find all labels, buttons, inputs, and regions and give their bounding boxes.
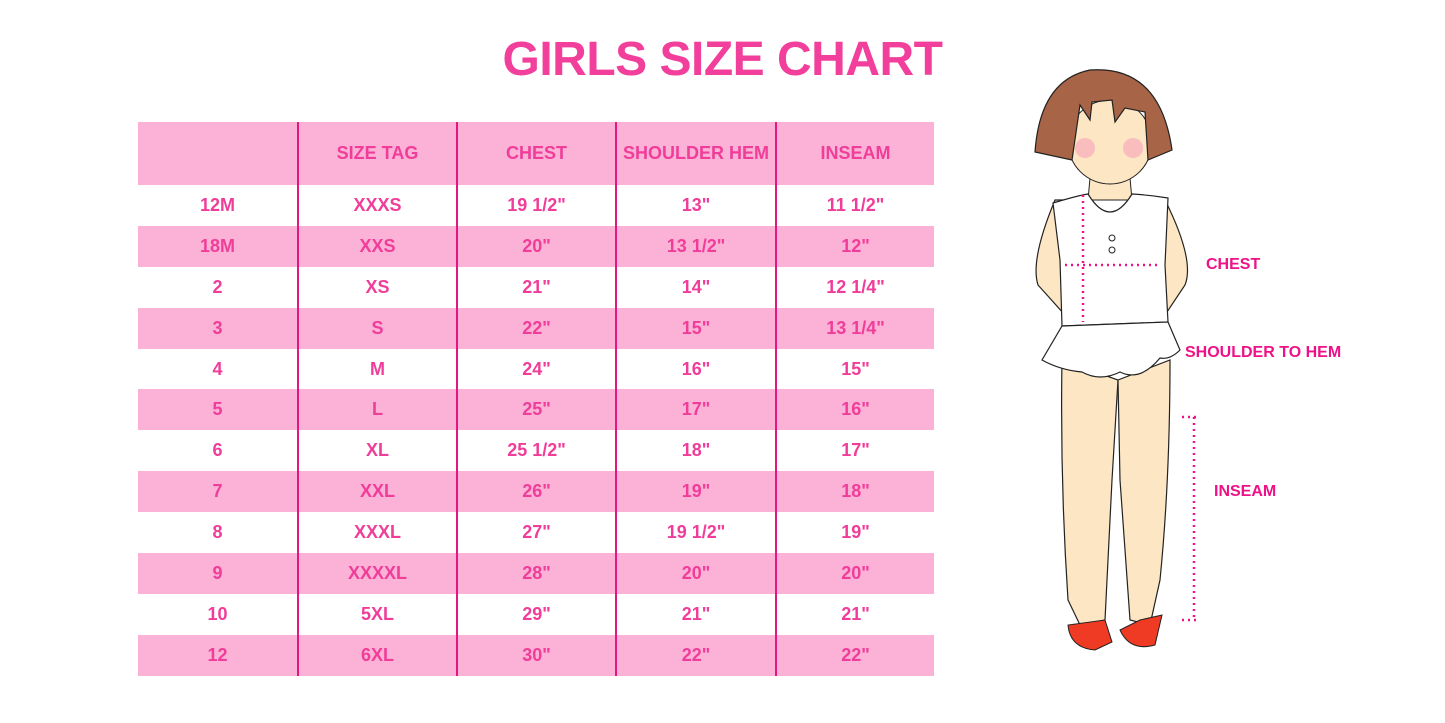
shoulder-to-hem-label: SHOULDER TO HEM xyxy=(1185,344,1342,361)
table-cell: 17" xyxy=(775,430,934,472)
table-cell: XXXL xyxy=(297,512,456,554)
header-cell: SHOULDER HEM xyxy=(615,122,775,185)
table-cell: 12 1/4" xyxy=(775,266,934,308)
table-row: 8 XXXL 27" 19 1/2" 19" xyxy=(138,512,934,554)
table-cell: 29" xyxy=(456,593,615,635)
table-cell: 20" xyxy=(456,225,615,267)
table-cell: 18" xyxy=(615,430,775,472)
page-title: GIRLS SIZE CHART xyxy=(502,33,943,86)
table-cell: 6XL xyxy=(297,634,456,676)
table-cell: 17" xyxy=(615,389,775,431)
table-cell: 20" xyxy=(615,553,775,594)
girl-measurement-illustration: CHEST SHOULDER TO HEM INSEAM xyxy=(1020,60,1380,665)
table-cell: 5 xyxy=(212,399,223,420)
table-cell: 7 xyxy=(212,481,223,502)
table-row: 9 XXXXL 28" 20" 20" xyxy=(138,553,934,594)
table-cell: 30" xyxy=(456,634,615,676)
table-row: 3 S 22" 15" 13 1/4" xyxy=(138,307,934,349)
table-cell: 2 xyxy=(212,276,223,297)
table-cell: 18" xyxy=(775,471,934,513)
table-cell: 10 xyxy=(207,603,228,624)
table-cell: 13 1/4" xyxy=(775,307,934,349)
table-cell: XS xyxy=(297,266,456,308)
table-cell: 13" xyxy=(615,185,775,226)
table-cell: 15" xyxy=(775,348,934,390)
chest-label: CHEST xyxy=(1206,256,1261,273)
table-cell: 19" xyxy=(615,471,775,513)
table-cell: M xyxy=(297,348,456,390)
table-cell: S xyxy=(297,307,456,349)
table-cell: XL xyxy=(297,430,456,472)
table-row: 2 XS 21" 14" 12 1/4" xyxy=(138,266,934,308)
table-row: 10 5XL 29" 21" 21" xyxy=(138,593,934,635)
table-cell: 28" xyxy=(456,553,615,594)
table-cell: 3 xyxy=(212,317,223,338)
table-cell: 25" xyxy=(456,389,615,431)
table-row: 18M XXS 20" 13 1/2" 12" xyxy=(138,225,934,267)
table-cell: 24" xyxy=(456,348,615,390)
table-cell: 5XL xyxy=(297,593,456,635)
table-cell: XXXXL xyxy=(297,553,456,594)
table-cell: 6 xyxy=(212,440,223,461)
table-cell: 8 xyxy=(212,522,223,543)
table-cell: 11 1/2" xyxy=(775,185,934,226)
header-cell xyxy=(138,122,297,185)
table-cell: 12M xyxy=(199,194,235,215)
table-cell: 19 1/2" xyxy=(615,512,775,554)
table-header-row: SIZE TAG CHEST SHOULDER HEM INSEAM xyxy=(138,122,934,185)
header-cell: SIZE TAG xyxy=(297,122,456,185)
table-cell: 21" xyxy=(456,266,615,308)
table-cell: 13 1/2" xyxy=(615,225,775,267)
table-cell: 22" xyxy=(456,307,615,349)
table-cell: 20" xyxy=(775,553,934,594)
table-cell: 21" xyxy=(615,593,775,635)
table-cell: 25 1/2" xyxy=(456,430,615,472)
table-cell: 19" xyxy=(775,512,934,554)
table-cell: 22" xyxy=(775,634,934,676)
table-cell: 15" xyxy=(615,307,775,349)
table-cell: 22" xyxy=(615,634,775,676)
table-row: 12 6XL 30" 22" 22" xyxy=(138,634,934,676)
header-cell: CHEST xyxy=(456,122,615,185)
table-row: 7 XXL 26" 19" 18" xyxy=(138,471,934,513)
table-cell: 12 xyxy=(207,644,228,665)
table-row: 5 L 25" 17" 16" xyxy=(138,389,934,431)
table-cell: 27" xyxy=(456,512,615,554)
table-cell: L xyxy=(297,389,456,431)
table-cell: XXS xyxy=(297,225,456,267)
table-cell: 12" xyxy=(775,225,934,267)
table-cell: 9 xyxy=(212,562,223,583)
table-cell: 18M xyxy=(199,235,235,256)
table-cell: 26" xyxy=(456,471,615,513)
table-cell: 16" xyxy=(615,348,775,390)
table-cell: 16" xyxy=(775,389,934,431)
table-cell: 19 1/2" xyxy=(456,185,615,226)
table-row: 4 M 24" 16" 15" xyxy=(138,348,934,390)
girl-figure-icon xyxy=(1034,69,1200,651)
table-cell: 4 xyxy=(212,358,223,379)
table-cell: XXL xyxy=(297,471,456,513)
table-cell: XXXS xyxy=(297,185,456,226)
inseam-label: INSEAM xyxy=(1214,483,1277,500)
table-row: 6 XL 25 1/2" 18" 17" xyxy=(138,430,934,472)
table-row: 12M XXXS 19 1/2" 13" 11 1/2" xyxy=(138,185,934,226)
header-cell: INSEAM xyxy=(775,122,934,185)
table-cell: 21" xyxy=(775,593,934,635)
size-table: SIZE TAG CHEST SHOULDER HEM INSEAM 12M XX… xyxy=(138,122,934,676)
table-cell: 14" xyxy=(615,266,775,308)
